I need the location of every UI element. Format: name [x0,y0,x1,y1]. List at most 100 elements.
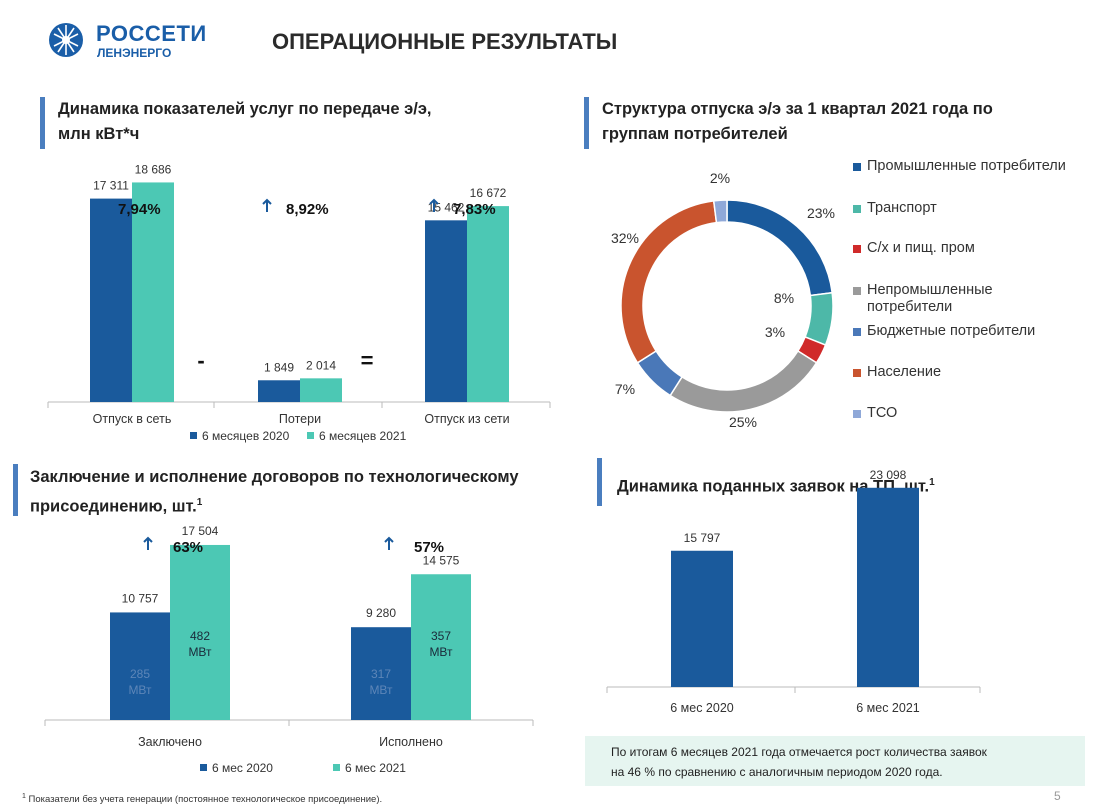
logo-main-text: РОССЕТИ [96,21,207,46]
contracts-title-line1: Заключение и исполнение договоров по тех… [30,468,519,486]
up-arrow-icon [94,198,104,212]
legend-label: Население [867,364,941,381]
structure-legend-item: Население [853,364,1099,381]
transmission-title-line2: млн кВт*ч [58,125,140,143]
transmission-category-label: Отпуск из сети [424,412,509,426]
pie-slice-label: 25% [729,414,757,430]
transmission-growth-label: 8,92% [286,201,329,218]
contracts-data-label: 10 757 [122,591,159,605]
section-accent-bar [40,97,45,149]
legend-swatch [853,245,861,253]
structure-legend: Промышленные потребители Транспорт С/х и п… [853,158,1093,428]
section-accent-bar [13,464,18,516]
contracts-bar [170,544,230,720]
transmission-data-label: 17 311 [93,179,129,193]
pie-slice-label: 2% [710,170,730,186]
applications-title-text: Динамика поданных заявок на ТП, шт. [617,477,930,496]
contracts-bar [411,574,471,720]
structure-legend-item: Бюджетные потребители [853,323,1099,340]
note-line2: на 46 % по сравнению с аналогичным перио… [611,765,943,779]
note-line1: По итогам 6 месяцев 2021 года отмечается… [611,745,987,759]
section-accent-bar [584,97,589,149]
transmission-bar [425,220,467,402]
structure-section-title: Структура отпуска э/э за 1 квартал 2021 … [602,97,1062,147]
structure-title-line1: Структура отпуска э/э за 1 квартал 2021 … [602,100,993,118]
contracts-title-sup: 1 [196,497,203,508]
legend-label-line1: Население [867,364,942,380]
contracts-section-title: Заключение и исполнение договоров по тех… [30,465,570,520]
legend-swatch [853,205,861,213]
legend-label-line2: потребители [867,299,953,315]
legend-label-line1: Промышленные потребители [867,158,1066,174]
contracts-bar-inner-unit: МВт [188,645,212,659]
structure-legend-item: Транспорт [853,200,1099,217]
legend-swatch [853,410,861,418]
contracts-bar-inner-unit: МВт [429,645,453,659]
legend-swatch [853,287,861,295]
pie-slice [669,349,818,413]
applications-category-label: 6 мес 2020 [670,701,734,715]
contracts-category-label: Заключено [138,735,202,749]
legend-label-line1: Транспорт [867,200,937,216]
up-arrow-icon [143,536,153,550]
contracts-data-label: 14 575 [423,553,460,567]
contracts-data-label: 9 280 [366,606,396,620]
pie-slice [804,291,834,346]
logo-sub-text: ЛЕНЭНЕРГО [97,46,172,60]
contracts-data-label: 17 504 [182,524,219,538]
legend-label-line1: Непромышленные [867,282,993,298]
contracts-bar-inner-value: 285 [130,667,150,681]
footnote: 1 Показатели без учета генерации (постоя… [22,793,382,805]
contracts-bar [351,627,411,720]
logo-emblem-icon [49,23,83,57]
structure-legend-item: Непромышленные потребители [853,282,1099,316]
pie-slice-label: 3% [765,324,785,340]
applications-bar [857,487,919,687]
pie-slice-label: 23% [807,205,835,221]
transmission-title-line1: Динамика показателей услуг по передаче э… [58,100,432,118]
contracts-bar-inner-value: 317 [371,667,391,681]
applications-category-label: 6 мес 2021 [856,701,920,715]
minus-operator: - [197,348,204,373]
contracts-growth-label: 63% [173,539,203,556]
transmission-legend-2021: 6 месяцев 2021 [319,429,407,443]
legend-swatch-2020 [190,432,197,439]
legend-label: ТСО [867,405,897,422]
legend-swatch-2021 [307,432,314,439]
legend-label-line1: С/х и пищ. пром [867,240,975,256]
footnote-sup: 1 [22,793,26,800]
applications-data-label: 23 098 [870,468,907,482]
contracts-growth-label: 57% [414,539,444,556]
legend-swatch-2020 [200,764,207,771]
applications-note: По итогам 6 месяцев 2021 года отмечается… [585,736,1085,786]
contracts-legend-2021: 6 мес 2021 [345,761,406,775]
applications-bar [671,550,733,687]
pie-slice [620,199,718,364]
pie-slice-label: 8% [774,290,794,306]
transmission-section-title: Динамика показателей услуг по передаче э… [58,97,518,147]
legend-label: Промышленные потребители [867,158,1066,175]
pie-slice [712,199,728,224]
contracts-title-line2: присоединению, шт. [30,497,197,516]
transmission-data-label: 18 686 [135,162,172,176]
transmission-bar [258,380,300,402]
contracts-bar-inner-value: 357 [431,629,451,643]
equals-operator: = [361,348,374,373]
transmission-data-label: 2 014 [306,358,336,372]
structure-legend-item: ТСО [853,405,1099,422]
page-number: 5 [1054,789,1061,803]
contracts-bar-inner-unit: МВт [128,683,152,697]
contracts-bar-inner-unit: МВт [369,683,393,697]
transmission-legend-2020: 6 месяцев 2020 [202,429,290,443]
structure-legend-item: С/х и пищ. пром [853,240,1099,257]
transmission-data-label: 1 849 [264,360,294,374]
up-arrow-icon [429,198,439,212]
legend-label: Бюджетные потребители [867,323,1035,340]
legend-label-line1: Бюджетные потребители [867,323,1036,339]
structure-legend-item: Промышленные потребители [853,158,1099,175]
footnote-text: Показатели без учета генерации (постоянн… [28,794,383,806]
applications-section-title: Динамика поданных заявок на ТП, шт.1 [617,470,1077,500]
transmission-category-label: Потери [279,412,321,426]
transmission-bar [300,378,342,402]
